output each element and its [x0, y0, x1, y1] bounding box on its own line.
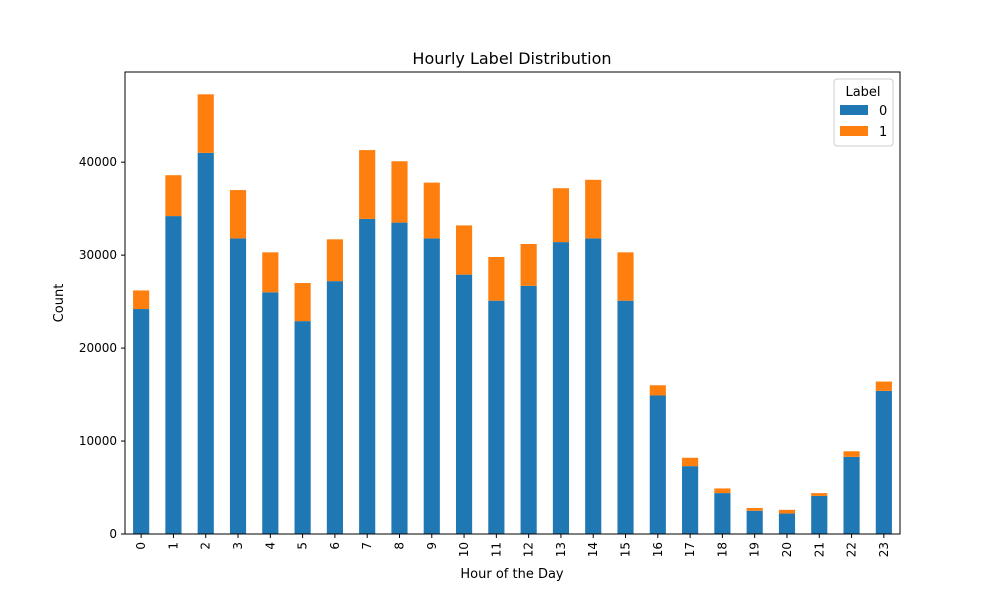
- bar-series-0-hour-6: [326, 281, 343, 534]
- x-axis-label: Hour of the Day: [460, 567, 564, 582]
- x-tick-label: 12: [522, 542, 536, 557]
- plot-frame: [124, 71, 901, 535]
- x-tick-label: 17: [683, 542, 697, 557]
- bar-series-1-hour-17: [682, 457, 699, 467]
- bar-series-1-hour-23: [875, 381, 892, 391]
- bar-series-0-hour-1: [165, 216, 182, 534]
- y-tick-label: 30000: [79, 248, 117, 262]
- bar-series-0-hour-12: [520, 285, 537, 534]
- bar-series-1-hour-22: [843, 451, 860, 457]
- legend-label-0: 0: [879, 104, 887, 119]
- x-tick-label: 15: [619, 542, 633, 557]
- bar-series-1-hour-16: [649, 385, 666, 396]
- bar-series-1-hour-0: [133, 290, 150, 310]
- bar-series-1-hour-11: [488, 256, 505, 301]
- x-axis: 0 1 2 3 4 5 6 7 8 9 10 11 12 13 14 15 16 17 18 19 20 21 22 23: [134, 534, 891, 557]
- bar-series-0-hour-15: [617, 300, 634, 534]
- bar-series-0-hour-7: [359, 218, 376, 534]
- bar-series-1-hour-13: [552, 188, 570, 243]
- x-tick-label: 16: [651, 542, 665, 557]
- bar-series-1-hour-4: [262, 252, 279, 293]
- x-tick-label: 4: [263, 542, 277, 550]
- x-tick-label: 20: [780, 542, 794, 557]
- bar-series-0-hour-17: [682, 466, 699, 534]
- x-tick-label: 8: [392, 542, 406, 550]
- bar-series-1-hour-15: [617, 252, 634, 301]
- bar-series-0-hour-18: [714, 493, 731, 534]
- bar-series-1-hour-5: [294, 283, 311, 322]
- bar-series-0-hour-11: [488, 300, 505, 534]
- bar-series-0-hour-3: [229, 238, 247, 534]
- y-axis: 0 10000 20000 30000 40000: [79, 155, 125, 541]
- chart-title: Hourly Label Distribution: [412, 49, 611, 68]
- bar-series-0-hour-19: [746, 510, 763, 534]
- bar-series-0-hour-20: [778, 513, 796, 534]
- bar-series-1-hour-14: [585, 179, 602, 239]
- x-tick-label: 13: [554, 542, 568, 557]
- bar-series-1-hour-12: [520, 243, 537, 286]
- bar-series-0-hour-16: [649, 395, 666, 534]
- x-tick-label: 23: [877, 542, 891, 557]
- bar-series-0-hour-13: [552, 242, 570, 535]
- legend-swatch-0: [840, 105, 868, 115]
- legend-title: Label: [845, 85, 880, 100]
- bar-series-0-hour-2: [197, 152, 214, 534]
- bar-series-0-hour-22: [843, 456, 860, 534]
- y-axis-label: Count: [52, 284, 67, 323]
- bar-series-1-hour-18: [714, 488, 731, 494]
- x-tick-label: 9: [425, 542, 439, 550]
- x-tick-label: 10: [457, 542, 471, 557]
- x-tick-label: 18: [715, 542, 729, 557]
- bar-series-1-hour-3: [229, 190, 247, 239]
- x-tick-label: 5: [296, 542, 310, 550]
- x-tick-label: 11: [489, 542, 503, 557]
- bar-series-0-hour-9: [423, 238, 440, 534]
- bar-series-1-hour-19: [746, 507, 763, 511]
- legend-label-1: 1: [879, 125, 887, 140]
- x-tick-label: 1: [166, 542, 180, 550]
- legend-swatch-1: [840, 126, 868, 136]
- bar-series-1-hour-2: [197, 94, 214, 153]
- x-tick-label: 2: [199, 542, 213, 550]
- bar-series-0-hour-5: [294, 321, 311, 534]
- bar-series-1-hour-10: [455, 225, 473, 275]
- y-tick-label: 20000: [79, 341, 117, 355]
- bar-series-0-hour-10: [455, 274, 473, 534]
- bar-series-0-hour-23: [875, 390, 892, 534]
- bar-series-1-hour-20: [778, 509, 796, 514]
- x-tick-label: 22: [845, 542, 859, 557]
- y-tick-label: 10000: [79, 434, 117, 448]
- bar-series-0-hour-14: [585, 238, 602, 534]
- y-tick-label: 40000: [79, 155, 117, 169]
- bars-layer: [133, 94, 892, 535]
- bar-series-1-hour-1: [165, 175, 182, 217]
- x-tick-label: 0: [134, 542, 148, 550]
- bar-series-1-hour-9: [423, 182, 440, 239]
- x-tick-label: 7: [360, 542, 374, 550]
- bar-series-0-hour-4: [262, 292, 279, 534]
- x-tick-label: 6: [328, 542, 342, 550]
- x-tick-label: 3: [231, 542, 245, 550]
- bar-series-0-hour-8: [391, 222, 408, 534]
- bar-series-1-hour-8: [391, 161, 408, 223]
- legend: Label 0 1: [833, 78, 894, 147]
- bar-series-0-hour-0: [133, 309, 150, 534]
- y-tick-label: 0: [109, 527, 117, 541]
- bar-series-0-hour-21: [811, 495, 828, 534]
- x-tick-label: 14: [586, 542, 600, 557]
- bar-series-1-hour-21: [811, 493, 828, 496]
- x-tick-label: 21: [812, 542, 826, 557]
- bar-series-1-hour-6: [326, 239, 343, 282]
- x-tick-label: 19: [748, 542, 762, 557]
- bar-series-1-hour-7: [359, 150, 376, 219]
